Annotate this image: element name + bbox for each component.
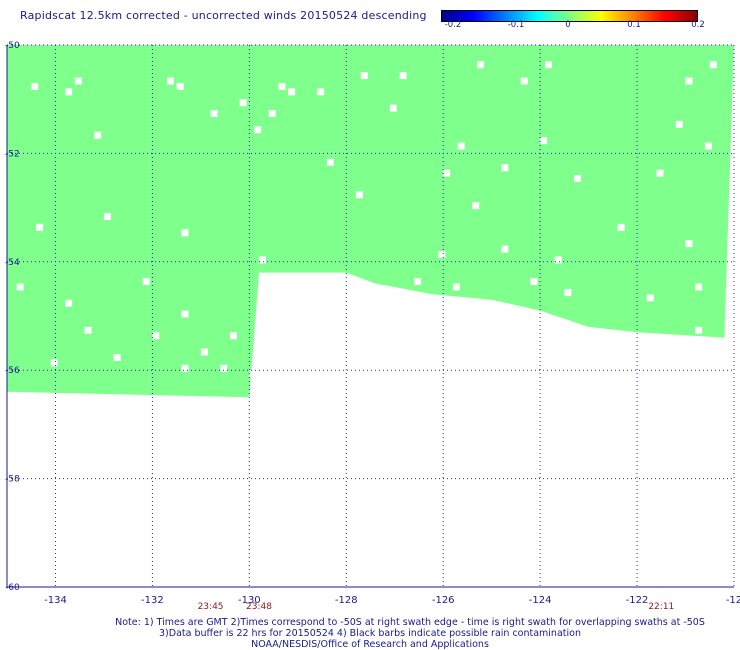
missing-data-pixel xyxy=(360,72,368,80)
missing-data-pixel xyxy=(472,202,480,210)
missing-data-pixel xyxy=(259,348,267,356)
missing-data-pixel xyxy=(389,104,397,112)
footnote-line-2: 3)Data buffer is 22 hrs for 20150524 4) … xyxy=(159,628,581,639)
missing-data-pixel xyxy=(65,88,73,96)
colorbar xyxy=(441,10,698,22)
y-tick-label: -58 xyxy=(5,475,20,485)
missing-data-pixel xyxy=(443,169,451,177)
missing-data-pixel xyxy=(695,326,703,334)
missing-data-pixel xyxy=(74,77,82,85)
missing-data-pixel xyxy=(288,88,296,96)
missing-data-pixel xyxy=(646,294,654,302)
x-tick-label: -124 xyxy=(529,595,552,606)
x-tick-label: -128 xyxy=(335,595,358,606)
missing-data-pixel xyxy=(564,288,572,296)
missing-data-pixel xyxy=(220,364,228,372)
y-tick-label: -52 xyxy=(5,149,20,159)
missing-data-pixel xyxy=(530,278,538,286)
missing-data-pixel xyxy=(254,126,262,134)
missing-data-pixel xyxy=(268,110,276,118)
missing-data-pixel xyxy=(685,240,693,248)
missing-data-pixel xyxy=(259,256,267,264)
missing-data-pixel xyxy=(31,82,39,90)
missing-data-pixel xyxy=(326,158,334,166)
colorbar-tick: 0.1 xyxy=(627,20,641,30)
colorbar-tick: -0.1 xyxy=(507,20,525,30)
missing-data-pixel xyxy=(452,283,460,291)
missing-data-pixel xyxy=(709,61,717,69)
missing-data-pixel xyxy=(685,77,693,85)
missing-data-pixel xyxy=(501,164,509,172)
missing-data-pixel xyxy=(50,359,58,367)
missing-data-pixel xyxy=(239,99,247,107)
missing-data-pixel xyxy=(501,245,509,253)
missing-data-pixel xyxy=(520,77,528,85)
missing-data-pixel xyxy=(181,364,189,372)
missing-data-pixel xyxy=(656,169,664,177)
swath-time-label: 23:48 xyxy=(246,602,272,612)
x-tick-label: -122 xyxy=(626,595,649,606)
x-tick-label: -12 xyxy=(726,595,740,606)
missing-data-pixel xyxy=(229,332,237,340)
missing-data-pixel xyxy=(152,332,160,340)
chart-title: Rapidscat 12.5km corrected - uncorrected… xyxy=(20,9,427,22)
missing-data-pixel xyxy=(438,250,446,258)
missing-data-pixel xyxy=(336,278,344,286)
missing-data-pixel xyxy=(210,110,218,118)
colorbar-tick: 0 xyxy=(565,20,571,30)
x-tick-label: -134 xyxy=(44,595,67,606)
colorbar-tick: -0.2 xyxy=(444,20,462,30)
missing-data-pixel xyxy=(540,137,548,145)
missing-data-pixel xyxy=(457,142,465,150)
missing-data-pixel xyxy=(574,175,582,183)
missing-data-pixel xyxy=(695,283,703,291)
y-tick-label: -50 xyxy=(5,41,20,51)
missing-data-pixel xyxy=(113,353,121,361)
footnote-line-3: NOAA/NESDIS/Office of Research and Appli… xyxy=(251,639,489,650)
missing-data-pixel xyxy=(355,191,363,199)
swath-time-label: 22:11 xyxy=(648,602,674,612)
missing-data-pixel xyxy=(554,256,562,264)
x-tick-label: -126 xyxy=(432,595,455,606)
missing-data-pixel xyxy=(704,142,712,150)
missing-data-pixel xyxy=(675,120,683,128)
missing-data-pixel xyxy=(200,348,208,356)
missing-data-pixel xyxy=(414,278,422,286)
missing-data-pixel xyxy=(16,283,24,291)
missing-data-pixel xyxy=(94,131,102,139)
x-tick-label: -130 xyxy=(238,595,261,606)
missing-data-pixel xyxy=(544,61,552,69)
missing-data-pixel xyxy=(36,223,44,231)
y-tick-label: -60 xyxy=(5,583,20,593)
wind-swath-area xyxy=(7,45,734,398)
footnote-line-1: Note: 1) Times are GMT 2)Times correspon… xyxy=(115,617,705,628)
missing-data-pixel xyxy=(617,223,625,231)
missing-data-pixel xyxy=(399,72,407,80)
x-tick-label: -132 xyxy=(141,595,164,606)
missing-data-pixel xyxy=(181,229,189,237)
y-tick-label: -54 xyxy=(5,258,20,268)
missing-data-pixel xyxy=(278,82,286,90)
missing-data-pixel xyxy=(166,77,174,85)
missing-data-pixel xyxy=(249,370,257,378)
missing-data-pixel xyxy=(142,278,150,286)
missing-data-pixel xyxy=(317,88,325,96)
missing-data-pixel xyxy=(477,61,485,69)
missing-data-pixel xyxy=(181,310,189,318)
swath-time-label: 23:45 xyxy=(198,602,224,612)
missing-data-pixel xyxy=(103,213,111,221)
missing-data-pixel xyxy=(84,326,92,334)
colorbar-tick: 0.2 xyxy=(691,20,705,30)
missing-data-pixel xyxy=(65,299,73,307)
missing-data-pixel xyxy=(176,82,184,90)
y-tick-label: -56 xyxy=(5,366,20,376)
